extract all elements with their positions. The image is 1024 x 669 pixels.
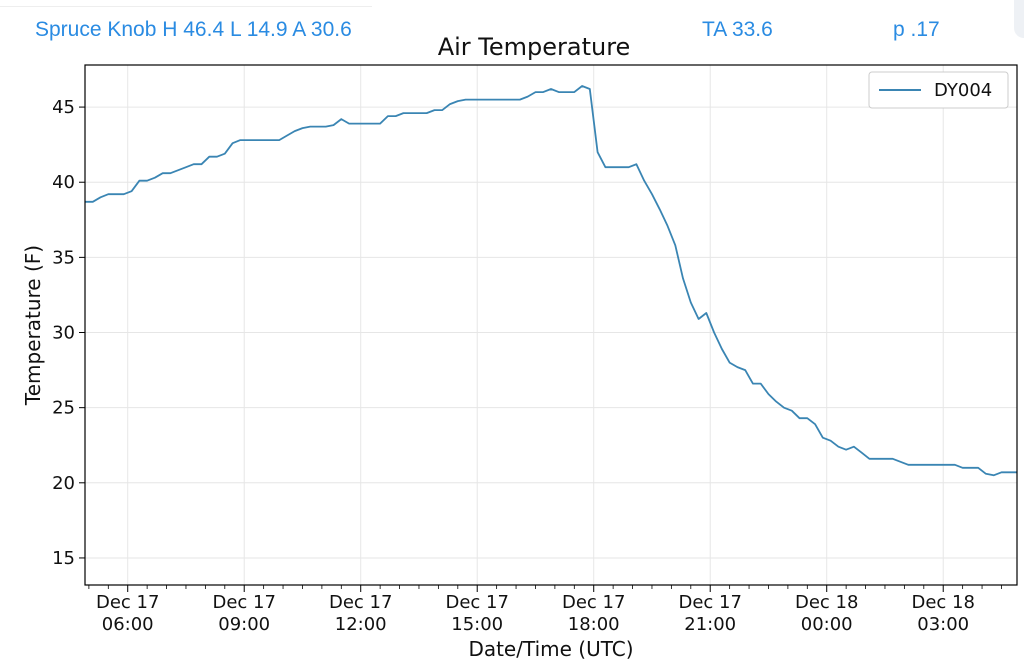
- ta-value-text: TA 33.6: [702, 18, 773, 41]
- top-divider: [0, 6, 372, 7]
- x-tick-label: Dec 17 18:00: [562, 592, 625, 635]
- x-tick-time: 21:00: [684, 614, 736, 635]
- x-tick-date: Dec 17: [562, 592, 625, 613]
- x-tick-date: Dec 17: [445, 592, 508, 613]
- series-line-dy004: [85, 85, 1017, 477]
- x-tick-date: Dec 17: [96, 592, 159, 613]
- legend-label: DY004: [934, 80, 992, 101]
- grid-layer: [85, 65, 1017, 585]
- station-summary-text: Spruce Knob H 46.4 L 14.9 A 30.6: [35, 18, 352, 41]
- x-axis-title: Date/Time (UTC): [468, 637, 633, 661]
- y-tick-label: 20: [52, 473, 75, 494]
- y-tick-label: 30: [52, 323, 75, 344]
- scroll-edge-tab: [1014, 0, 1024, 38]
- page-number-text: p .17: [893, 18, 940, 41]
- x-tick-label: Dec 18 03:00: [911, 592, 974, 635]
- legend: DY004: [868, 71, 1009, 109]
- x-tick-label: Dec 17 12:00: [329, 592, 392, 635]
- y-axis-title: Temperature (F): [21, 245, 45, 406]
- x-tick-date: Dec 18: [795, 592, 858, 613]
- x-tick-time: 03:00: [917, 614, 969, 635]
- x-tick-label: Dec 17 06:00: [96, 592, 159, 635]
- plot-frame: [84, 64, 1018, 586]
- x-tick-time: 12:00: [335, 614, 387, 635]
- x-tick-label: Dec 18 00:00: [795, 592, 858, 635]
- x-tick-time: 15:00: [451, 614, 503, 635]
- chart-title: Air Temperature: [438, 33, 631, 61]
- series-layer: [85, 85, 1017, 477]
- x-tick-label: Dec 17 15:00: [445, 592, 508, 635]
- y-tick-label: 45: [52, 97, 75, 118]
- x-tick-label: Dec 17 21:00: [678, 592, 741, 635]
- y-tick-label: 15: [52, 548, 75, 569]
- x-tick-date: Dec 17: [678, 592, 741, 613]
- y-tick-label: 40: [52, 172, 75, 193]
- legend-box: [868, 71, 1009, 109]
- y-tick-label: 25: [52, 398, 75, 419]
- y-tick-label: 35: [52, 247, 75, 268]
- x-tick-time: 00:00: [801, 614, 853, 635]
- x-tick-date: Dec 17: [329, 592, 392, 613]
- x-tick-time: 06:00: [102, 614, 154, 635]
- x-tick-date: Dec 17: [212, 592, 275, 613]
- x-tick-time: 09:00: [218, 614, 270, 635]
- x-tick-label: Dec 17 09:00: [212, 592, 275, 635]
- x-tick-time: 18:00: [568, 614, 620, 635]
- x-tick-date: Dec 18: [911, 592, 974, 613]
